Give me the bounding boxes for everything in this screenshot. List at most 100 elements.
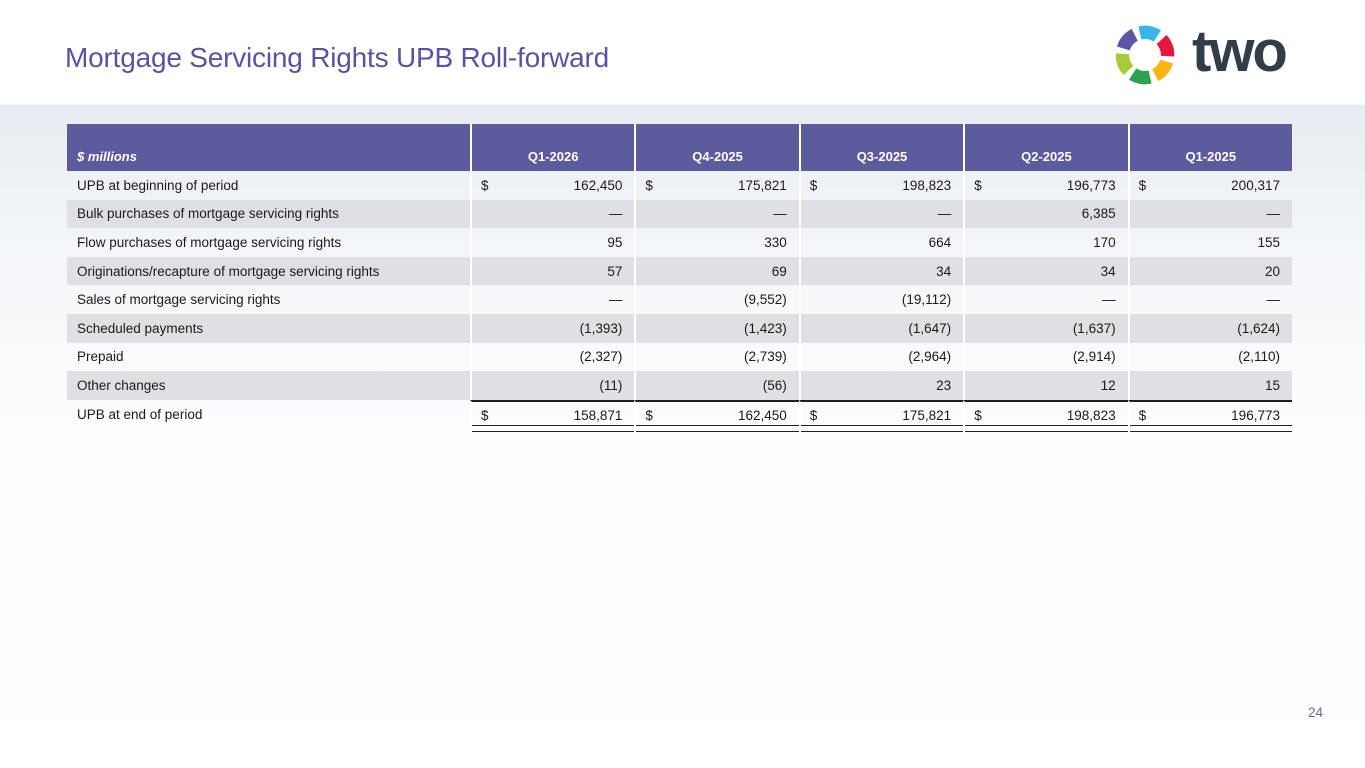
cell-value: (19,112) bbox=[901, 292, 952, 308]
value-cell: (1,647) bbox=[798, 313, 964, 343]
cell-value: 170 bbox=[1093, 234, 1116, 250]
cell-value: (2,914) bbox=[1072, 349, 1116, 365]
value-cell: 34 bbox=[798, 256, 964, 286]
value-cell: — bbox=[634, 199, 799, 229]
cell-value: (56) bbox=[762, 377, 787, 393]
cell-value: — bbox=[608, 206, 623, 222]
value-cell: (1,393) bbox=[470, 313, 635, 343]
value-cell: 664 bbox=[798, 228, 963, 257]
column-header-q1-2026: Q1-2026 bbox=[470, 124, 634, 171]
dollar-sign: $ bbox=[809, 407, 818, 423]
cell-value: 162,450 bbox=[573, 177, 623, 193]
value-cell: — bbox=[798, 199, 964, 229]
row-label: Bulk purchases of mortgage servicing rig… bbox=[67, 199, 470, 229]
table-row: Prepaid (2,327) (2,739) (2,964) (2,914) … bbox=[67, 342, 1292, 372]
value-cell: 170 bbox=[963, 228, 1127, 257]
value-cell: — bbox=[470, 199, 635, 229]
cell-value: 23 bbox=[936, 377, 952, 393]
value-cell: (56) bbox=[634, 371, 799, 400]
cell-value: 34 bbox=[1100, 263, 1116, 279]
value-cell: (2,739) bbox=[634, 342, 798, 372]
cell-value: (1,423) bbox=[744, 320, 787, 336]
cell-value: (1,393) bbox=[579, 320, 623, 336]
value-cell: 23 bbox=[798, 371, 964, 400]
value-cell: (2,110) bbox=[1127, 342, 1292, 372]
row-label: UPB at end of period bbox=[77, 406, 203, 422]
value-cell: 330 bbox=[634, 228, 798, 257]
cell-value: 175,821 bbox=[737, 177, 787, 193]
page-title: Mortgage Servicing Rights UPB Roll-forwa… bbox=[65, 42, 610, 73]
value-cell: $162,450 bbox=[634, 399, 800, 432]
value-cell: — bbox=[963, 285, 1127, 314]
table-row: Flow purchases of mortgage servicing rig… bbox=[67, 228, 1292, 257]
value-cell: (11) bbox=[470, 371, 635, 400]
table-row-total: UPB at end of period $158,871 $162,450 $… bbox=[67, 399, 1293, 432]
cell-value: — bbox=[1266, 292, 1280, 308]
value-cell: $198,823 bbox=[963, 399, 1129, 432]
cell-value: — bbox=[1102, 292, 1116, 308]
dollar-sign: $ bbox=[1138, 407, 1147, 423]
value-cell: (19,112) bbox=[798, 285, 963, 314]
value-cell: 155 bbox=[1127, 228, 1292, 257]
cell-value: 34 bbox=[936, 263, 952, 279]
table-row: Originations/recapture of mortgage servi… bbox=[67, 256, 1292, 286]
value-cell: (1,624) bbox=[1127, 313, 1292, 343]
value-cell: (9,552) bbox=[634, 285, 798, 314]
cell-value: 69 bbox=[771, 263, 787, 279]
dollar-sign: $ bbox=[645, 177, 653, 193]
cell-value: — bbox=[1266, 206, 1280, 222]
table-row: UPB at beginning of period $162,450 $175… bbox=[67, 171, 1292, 200]
value-cell: 69 bbox=[634, 256, 799, 286]
value-cell: $198,823 bbox=[798, 171, 963, 200]
logo: two bbox=[1108, 18, 1288, 92]
cell-value: 175,821 bbox=[902, 407, 952, 423]
value-cell: — bbox=[1127, 199, 1292, 229]
value-cell: 34 bbox=[963, 256, 1128, 286]
cell-value: 198,823 bbox=[1066, 407, 1116, 423]
value-cell: (1,637) bbox=[963, 313, 1128, 343]
table-row: Sales of mortgage servicing rights — (9,… bbox=[67, 285, 1292, 314]
cell-value: 664 bbox=[928, 234, 952, 250]
row-label: Prepaid bbox=[77, 349, 124, 365]
value-cell: 95 bbox=[470, 228, 634, 257]
value-cell: (2,327) bbox=[470, 342, 634, 372]
cell-value: — bbox=[608, 292, 623, 308]
cell-value: 155 bbox=[1257, 234, 1280, 250]
cell-value: 95 bbox=[607, 234, 623, 250]
value-cell: $196,773 bbox=[963, 171, 1127, 200]
value-cell: (2,964) bbox=[798, 342, 963, 372]
value-cell: $162,450 bbox=[470, 171, 634, 200]
value-cell: $175,821 bbox=[798, 399, 964, 432]
pinwheel-icon bbox=[1108, 18, 1182, 92]
dollar-sign: $ bbox=[645, 407, 653, 423]
column-header-q2-2025: Q2-2025 bbox=[963, 124, 1127, 171]
cell-value: (1,624) bbox=[1237, 320, 1280, 336]
cell-value: 330 bbox=[764, 234, 787, 250]
cell-value: 196,773 bbox=[1231, 407, 1280, 423]
column-header-q3-2025: Q3-2025 bbox=[798, 124, 963, 171]
cell-value: — bbox=[937, 206, 952, 222]
dollar-sign: $ bbox=[974, 407, 982, 423]
value-cell: (1,423) bbox=[634, 313, 799, 343]
cell-value: 20 bbox=[1264, 263, 1280, 279]
row-label: Scheduled payments bbox=[67, 313, 470, 343]
table-row: Other changes (11) (56) 23 12 15 bbox=[67, 371, 1292, 400]
value-cell: $175,821 bbox=[634, 171, 798, 200]
dollar-sign: $ bbox=[1138, 177, 1147, 193]
logo-wordmark: two bbox=[1192, 19, 1288, 84]
value-cell: $200,317 bbox=[1127, 171, 1292, 200]
cell-value: 158,871 bbox=[573, 407, 623, 423]
page-number: 24 bbox=[1307, 705, 1323, 720]
row-label: Flow purchases of mortgage servicing rig… bbox=[77, 234, 342, 250]
cell-value: (2,739) bbox=[744, 349, 787, 365]
cell-value: 198,823 bbox=[902, 177, 952, 193]
row-label: Sales of mortgage servicing rights bbox=[77, 292, 281, 308]
cell-value: 15 bbox=[1264, 377, 1280, 393]
msr-upb-table: $ millions Q1-2026 Q4-2025 Q3-2025 Q2-20… bbox=[67, 124, 1293, 432]
dollar-sign: $ bbox=[481, 407, 489, 423]
cell-value: 6,385 bbox=[1081, 206, 1116, 222]
table-row: Bulk purchases of mortgage servicing rig… bbox=[67, 199, 1292, 229]
value-cell: 20 bbox=[1127, 256, 1292, 286]
cell-value: 57 bbox=[607, 263, 623, 279]
